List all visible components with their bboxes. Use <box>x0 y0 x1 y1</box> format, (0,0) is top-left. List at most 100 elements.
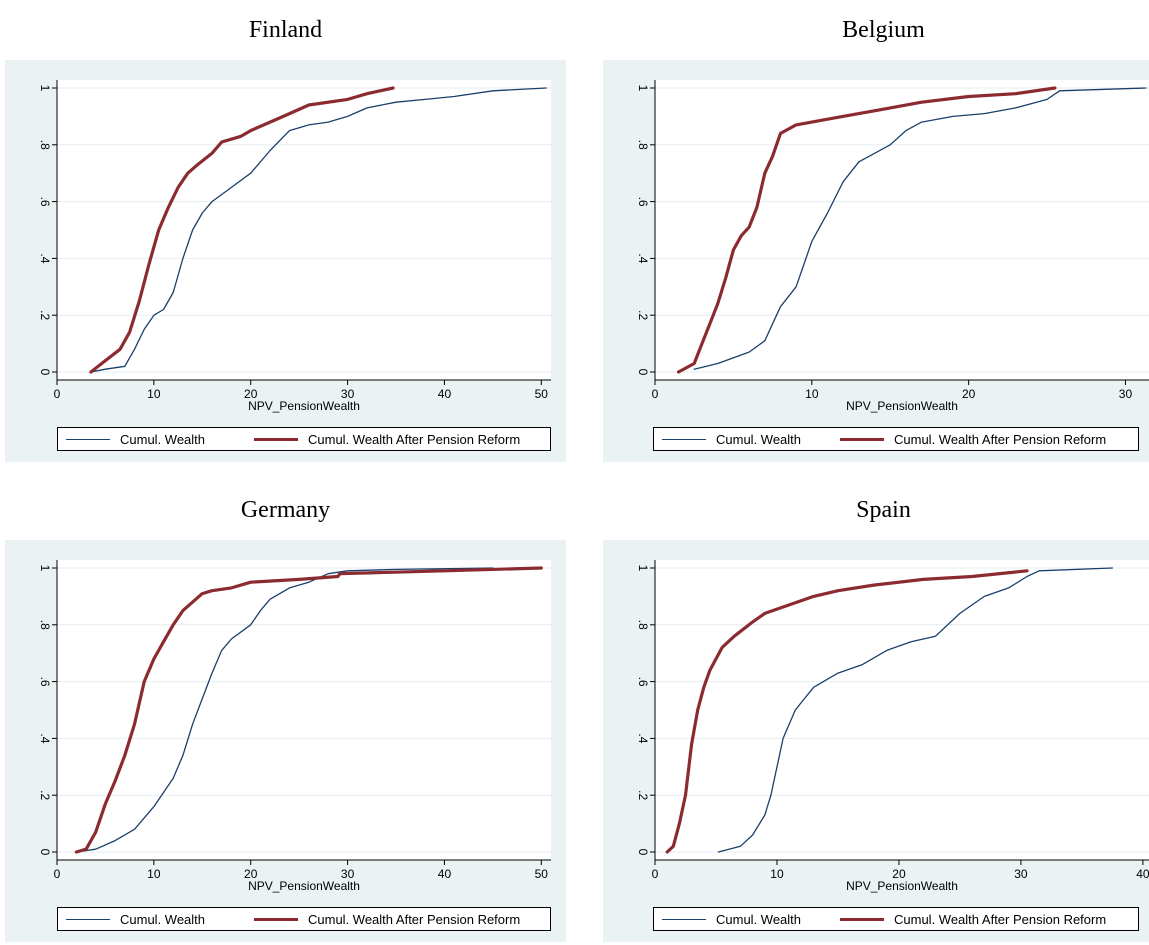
x-tick-label: 0 <box>54 867 61 881</box>
legend-swatch-reform <box>840 437 884 441</box>
series-line-reform <box>676 86 1057 374</box>
legend-item-reform: Cumul. Wealth After Pension Reform <box>840 428 1106 450</box>
x-tick-label: 40 <box>438 867 452 881</box>
y-tick-label: 0 <box>636 369 650 376</box>
x-axis-label: NPV_PensionWealth <box>846 879 958 893</box>
legend-item-wealth: Cumul. Wealth <box>66 908 205 930</box>
y-tick-label: .8 <box>38 140 52 150</box>
legend-label-reform: Cumul. Wealth After Pension Reform <box>308 431 521 447</box>
chart-legend: Cumul. Wealth Cumul. Wealth After Pensio… <box>653 427 1139 451</box>
y-tick-label: .2 <box>636 310 650 320</box>
chart-legend: Cumul. Wealth Cumul. Wealth After Pensio… <box>57 427 551 451</box>
y-tick-label: .2 <box>636 790 650 800</box>
y-tick-label: .6 <box>38 677 52 687</box>
x-axis-label: NPV_PensionWealth <box>248 879 360 893</box>
chart-panel-germany: Germany 0.2.4.6.8 1 0 10 20 30 40 50 NPV_Pension… <box>5 480 566 942</box>
legend-label-wealth: Cumul. Wealth <box>120 911 206 927</box>
y-tick-label: .2 <box>38 790 52 800</box>
x-tick-label: 50 <box>535 867 549 881</box>
chart-area: 0.2.4.6.8 1 0 10 20 30 NPV_PensionWealth Cumul… <box>603 60 1149 462</box>
x-axis-label: NPV_PensionWealth <box>248 399 360 413</box>
x-tick-label: 40 <box>1136 867 1149 881</box>
legend-swatch-wealth <box>66 438 110 440</box>
legend-item-reform: Cumul. Wealth After Pension Reform <box>254 428 520 450</box>
y-tick-label: .8 <box>38 620 52 630</box>
x-tick-label: 10 <box>805 387 819 401</box>
series-line-reform <box>89 86 395 374</box>
chart-panel-belgium: Belgium 0.2.4.6.8 1 0 10 20 30 NPV_PensionWeal… <box>603 0 1149 462</box>
legend-item-reform: Cumul. Wealth After Pension Reform <box>840 908 1106 930</box>
y-tick-label: .8 <box>636 140 650 150</box>
x-tick-label: 40 <box>438 387 452 401</box>
y-tick-label: .8 <box>636 620 650 630</box>
y-tick-label: .4 <box>38 733 52 743</box>
y-tick-label: .4 <box>636 733 650 743</box>
series-line-wealth <box>90 87 547 373</box>
y-tick-label: 0 <box>38 849 52 856</box>
chart-panel-finland: Finland 0.2.4.6.8 1 0 10 20 30 40 50 NPV_Pension… <box>5 0 566 462</box>
x-tick-label: 30 <box>1014 867 1028 881</box>
y-tick-label: 1 <box>636 565 650 572</box>
x-axis-label: NPV_PensionWealth <box>846 399 958 413</box>
chart-panel-spain: Spain 0.2.4.6.8 1 0 10 20 30 40 NPV_PensionWeal… <box>603 480 1149 942</box>
plot-background <box>655 560 1149 860</box>
legend-swatch-reform <box>840 917 884 921</box>
y-tick-label: .6 <box>636 197 650 207</box>
legend-label-reform: Cumul. Wealth After Pension Reform <box>308 911 521 927</box>
x-tick-label: 30 <box>1119 387 1133 401</box>
x-tick-label: 0 <box>652 387 659 401</box>
legend-item-wealth: Cumul. Wealth <box>66 428 205 450</box>
x-tick-label: 20 <box>892 867 906 881</box>
x-tick-label: 0 <box>652 867 659 881</box>
legend-swatch-reform <box>254 437 298 441</box>
series-line-reform <box>74 566 543 854</box>
chart-legend: Cumul. Wealth Cumul. Wealth After Pensio… <box>653 907 1139 931</box>
legend-label-reform: Cumul. Wealth After Pension Reform <box>894 911 1107 927</box>
legend-label-wealth: Cumul. Wealth <box>716 911 802 927</box>
legend-swatch-wealth <box>662 438 706 440</box>
legend-swatch-wealth <box>66 918 110 920</box>
x-tick-label: 30 <box>341 387 355 401</box>
legend-label-wealth: Cumul. Wealth <box>716 431 802 447</box>
legend-swatch-wealth <box>662 918 706 920</box>
legend-item-wealth: Cumul. Wealth <box>662 908 801 930</box>
legend-item-reform: Cumul. Wealth After Pension Reform <box>254 908 520 930</box>
x-tick-label: 10 <box>770 867 784 881</box>
y-tick-label: 1 <box>38 565 52 572</box>
series-line-reform <box>665 569 1029 854</box>
x-tick-label: 10 <box>147 867 161 881</box>
x-tick-label: 0 <box>54 387 61 401</box>
x-tick-label: 10 <box>147 387 161 401</box>
y-tick-label: .4 <box>38 253 52 263</box>
x-tick-label: 30 <box>341 867 355 881</box>
y-tick-label: 0 <box>636 849 650 856</box>
y-tick-label: .4 <box>636 253 650 263</box>
chart-legend: Cumul. Wealth Cumul. Wealth After Pensio… <box>57 907 551 931</box>
legend-label-reform: Cumul. Wealth After Pension Reform <box>894 431 1107 447</box>
y-tick-label: .6 <box>636 677 650 687</box>
legend-item-wealth: Cumul. Wealth <box>662 428 801 450</box>
plot-background <box>57 80 551 380</box>
x-tick-label: 20 <box>244 867 258 881</box>
chart-title: Germany <box>240 497 331 523</box>
y-tick-label: 1 <box>38 85 52 92</box>
legend-swatch-reform <box>254 917 298 921</box>
chart-area: 0.2.4.6.8 1 0 10 20 30 40 NPV_PensionWealth Cum… <box>603 540 1149 942</box>
plot-background <box>57 560 551 860</box>
x-tick-label: 20 <box>962 387 976 401</box>
plot-background <box>655 80 1149 380</box>
legend-label-wealth: Cumul. Wealth <box>120 431 206 447</box>
series-line-wealth <box>693 87 1147 370</box>
chart-title: Finland <box>248 17 323 43</box>
chart-area: 0.2.4.6.8 1 0 10 20 30 40 50 NPV_PensionWealth C… <box>5 540 566 942</box>
chart-area: 0.2.4.6.8 1 0 10 20 30 40 50 NPV_PensionWealth C… <box>5 60 566 462</box>
x-tick-label: 50 <box>535 387 549 401</box>
y-tick-label: .6 <box>38 197 52 207</box>
y-tick-label: .2 <box>38 310 52 320</box>
chart-title: Belgium <box>842 17 925 43</box>
series-line-wealth <box>717 567 1114 853</box>
